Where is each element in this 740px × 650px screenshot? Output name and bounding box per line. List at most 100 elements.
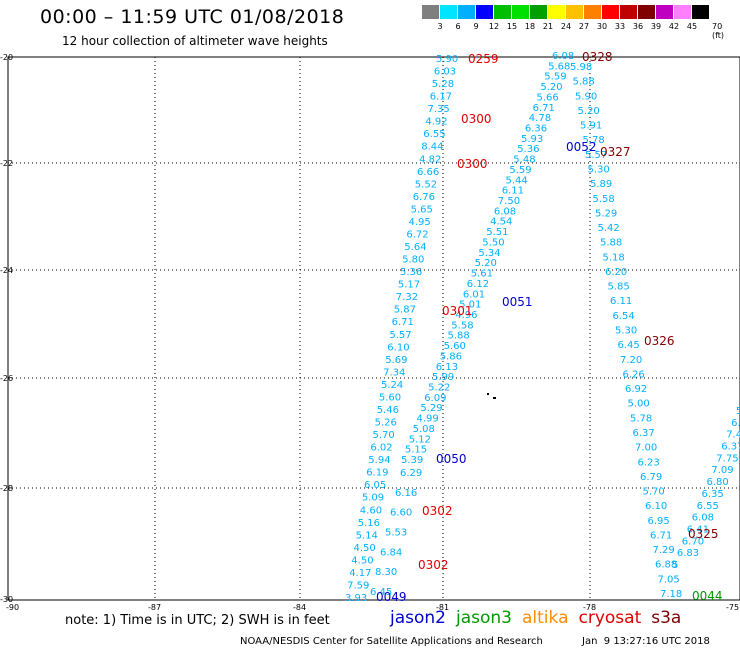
swh-value: 5.16 <box>358 518 380 529</box>
cryosat-time: 0259 <box>468 52 499 66</box>
swh-value: 5.91 <box>580 121 602 132</box>
swh-value: 6.11 <box>610 296 632 307</box>
colorbar-swatch <box>422 5 439 19</box>
note-text: note: 1) Time is in UTC; 2) SWH is in fe… <box>65 613 330 628</box>
y-tick: -30 <box>0 595 13 604</box>
s3a-time: 0327 <box>600 145 631 159</box>
x-tick: -78 <box>583 603 596 612</box>
colorbar-swatch <box>584 5 601 19</box>
map-speck <box>493 397 496 399</box>
map-speck <box>487 393 489 395</box>
swh-value: 6.08 <box>552 51 574 62</box>
swh-value: 7.20 <box>620 355 642 366</box>
swh-value: 5.14 <box>356 530 378 541</box>
swh-value: 5.50 <box>482 238 504 249</box>
swh-value: 5.70 <box>373 430 395 441</box>
swh-value: 6.11 <box>502 186 524 197</box>
swh-value: 6.12 <box>467 279 489 290</box>
colorbar-label: 39 <box>650 22 662 31</box>
swh-value: 6.29 <box>400 468 422 479</box>
colorbar-label: 33 <box>614 22 626 31</box>
swh-value: 5.89 <box>590 179 612 190</box>
legend-altika: altika <box>522 608 569 628</box>
colorbar-label: 3 <box>437 22 443 31</box>
swh-value: 5.29 <box>595 208 617 219</box>
colorbar-label: 36 <box>632 22 644 31</box>
swh-value: 5.88 <box>573 77 595 88</box>
swh-value: 5.90 <box>436 54 458 65</box>
colorbar-swatch <box>602 5 619 19</box>
pass-times: 0259 0300 0300 0301 0302 0302 0328 0327 … <box>376 50 723 604</box>
colorbar-label: 24 <box>560 22 572 31</box>
swh-value: 4.92 <box>425 117 447 128</box>
swh-value: 5.18 <box>603 252 625 263</box>
colorbar-swatch <box>656 5 673 19</box>
map-title: 00:00 – 11:59 UTC 01/08/2018 <box>40 6 345 28</box>
swh-value: 5.12 <box>409 434 431 445</box>
swh-value: 6.36 <box>525 124 547 135</box>
swh-value: 5.44 <box>506 175 528 186</box>
x-tick: -75 <box>726 603 739 612</box>
swh-value: 6.70 <box>682 536 704 547</box>
swh-value: 5.59 <box>509 165 531 176</box>
swh-value: 5.59 <box>544 72 566 83</box>
swh-value: 6.14 <box>731 418 740 429</box>
swh-value: 5.85 <box>608 282 630 293</box>
swh-value: 6.80 <box>707 477 729 488</box>
swh-value: 4.50 <box>351 555 373 566</box>
swh-value: 5.86 <box>440 351 462 362</box>
swh-value: 8.30 <box>375 567 397 578</box>
s3a-time: 0328 <box>582 50 613 64</box>
axis-labels: -90 -87 -84 -81 -78 -75 -20 -22 -24 -26 … <box>0 53 739 612</box>
swh-tracks: 5.906.035.286.177.354.926.558.444.826.66… <box>345 51 740 604</box>
swh-value: 7.35 <box>428 104 450 115</box>
swh-value: 5.61 <box>471 269 493 280</box>
jason3-time: 0044 <box>692 589 723 603</box>
swh-value: 7.00 <box>635 443 657 454</box>
swh-value: 6.92 <box>625 384 647 395</box>
swh-value: 6.02 <box>370 443 392 454</box>
colorbar-swatch <box>548 5 565 19</box>
swh-value: 5.87 <box>394 305 416 316</box>
swh-value: 6.79 <box>640 472 662 483</box>
swh-value: 6.72 <box>406 230 428 241</box>
swh-value: 5.01 <box>459 300 481 311</box>
swh-value: 5.20 <box>540 82 562 93</box>
colorbar-swatch <box>458 5 475 19</box>
colorbar-label: 12 <box>488 22 500 31</box>
x-tick: -87 <box>148 603 161 612</box>
s3a-time: 0325 <box>688 527 719 541</box>
swh-value: 8.44 <box>421 142 443 153</box>
swh-value: 6.83 <box>677 548 699 559</box>
y-tick: -22 <box>0 159 13 168</box>
swh-value: 5.60 <box>444 341 466 352</box>
swh-value: 5.98 <box>570 62 592 73</box>
colorbar-swatch <box>674 5 691 19</box>
swh-value: 5.78 <box>630 413 652 424</box>
swh-value: 5.22 <box>428 383 450 394</box>
swh-value: 4.96 <box>455 310 477 321</box>
swh-value: 6.60 <box>390 508 412 519</box>
swh-value: 5.80 <box>402 255 424 266</box>
swh-value: 6.41 <box>687 525 709 536</box>
colorbar-swatch <box>440 5 457 19</box>
swh-value: 5.64 <box>404 242 426 253</box>
swh-value: 5.48 <box>513 155 535 166</box>
swh-value: 5.57 <box>389 330 411 341</box>
y-tick: -24 <box>0 266 13 275</box>
colorbar-swatch <box>476 5 493 19</box>
y-tick: -26 <box>0 374 13 383</box>
swh-value: 6.45 <box>370 587 392 598</box>
swh-value: 6.23 <box>638 457 660 468</box>
swh-value: 6.09 <box>424 393 446 404</box>
swh-value: 6.19 <box>366 468 388 479</box>
swh-value: 6.08 <box>692 513 714 524</box>
swh-value: 6.13 <box>436 362 458 373</box>
swh-value: 5.94 <box>368 455 390 466</box>
swh-value: 5.20 <box>475 258 497 269</box>
swh-value: 6.55 <box>697 501 719 512</box>
swh-value: 5.08 <box>413 424 435 435</box>
swh-value: 7.05 <box>658 574 680 585</box>
jason2-time: 0049 <box>376 590 407 604</box>
